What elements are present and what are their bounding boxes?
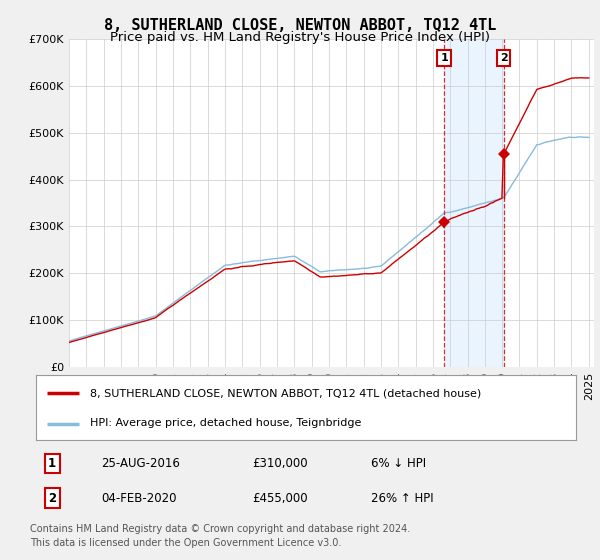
Text: 25-AUG-2016: 25-AUG-2016 bbox=[101, 457, 179, 470]
Bar bbox=[444, 39, 504, 367]
Text: Contains HM Land Registry data © Crown copyright and database right 2024.
This d: Contains HM Land Registry data © Crown c… bbox=[30, 525, 410, 548]
Text: £455,000: £455,000 bbox=[252, 492, 308, 505]
Text: 04-FEB-2020: 04-FEB-2020 bbox=[101, 492, 176, 505]
Text: Price paid vs. HM Land Registry's House Price Index (HPI): Price paid vs. HM Land Registry's House … bbox=[110, 31, 490, 44]
Text: 1: 1 bbox=[48, 457, 56, 470]
Text: 8, SUTHERLAND CLOSE, NEWTON ABBOT, TQ12 4TL (detached house): 8, SUTHERLAND CLOSE, NEWTON ABBOT, TQ12 … bbox=[90, 388, 481, 398]
Text: £310,000: £310,000 bbox=[252, 457, 308, 470]
Text: 26% ↑ HPI: 26% ↑ HPI bbox=[371, 492, 433, 505]
Text: HPI: Average price, detached house, Teignbridge: HPI: Average price, detached house, Teig… bbox=[90, 418, 361, 428]
Text: 1: 1 bbox=[440, 53, 448, 63]
Text: 6% ↓ HPI: 6% ↓ HPI bbox=[371, 457, 426, 470]
Text: 2: 2 bbox=[500, 53, 508, 63]
Text: 8, SUTHERLAND CLOSE, NEWTON ABBOT, TQ12 4TL: 8, SUTHERLAND CLOSE, NEWTON ABBOT, TQ12 … bbox=[104, 18, 496, 33]
Text: 2: 2 bbox=[48, 492, 56, 505]
